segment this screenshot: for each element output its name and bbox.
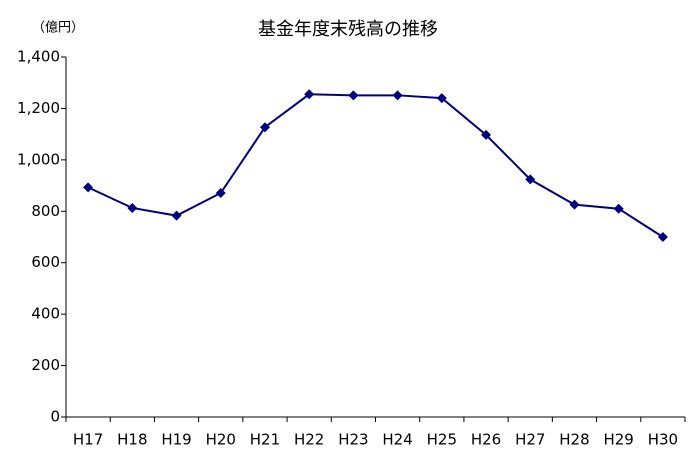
x-tick-label: H22 (294, 431, 324, 449)
y-tick-label: 0 (50, 408, 60, 426)
x-tick-label: H23 (338, 431, 368, 449)
x-tick-label: H25 (427, 431, 457, 449)
x-tick-label: H21 (250, 431, 280, 449)
data-point (348, 90, 359, 101)
x-tick-label: H20 (206, 431, 236, 449)
x-tick-label: H30 (648, 431, 678, 449)
y-tick-label: 800 (31, 202, 60, 220)
data-point (436, 93, 447, 104)
y-tick-label: 600 (31, 253, 60, 271)
data-point (171, 210, 182, 221)
x-tick-label: H17 (73, 431, 103, 449)
x-tick-label: H19 (161, 431, 191, 449)
data-point (259, 122, 270, 133)
y-tick-label: 400 (31, 305, 60, 323)
data-point (127, 202, 138, 213)
chart-title: 基金年度末残高の推移 (258, 19, 438, 40)
data-point (215, 188, 226, 199)
series-line (87, 93, 664, 238)
x-tick-label: H18 (117, 431, 147, 449)
y-tick-label: 200 (31, 356, 60, 374)
data-point (392, 90, 403, 101)
data-point (304, 89, 315, 100)
x-tick-label: H24 (382, 431, 412, 449)
x-tick-label: H29 (603, 431, 633, 449)
y-axis-unit: （億円） (32, 20, 84, 36)
data-point (657, 232, 668, 242)
x-tick-label: H27 (515, 431, 545, 449)
y-tick-label: 1,200 (17, 99, 60, 117)
data-point (481, 129, 492, 140)
x-tick-label: H26 (471, 431, 501, 449)
y-tick-label: 1,400 (17, 48, 60, 66)
x-tick-label: H28 (559, 431, 589, 449)
data-point (613, 203, 624, 214)
data-point (83, 182, 94, 193)
data-point (525, 174, 536, 185)
y-tick-label: 1,000 (17, 150, 60, 168)
data-point (569, 199, 580, 210)
